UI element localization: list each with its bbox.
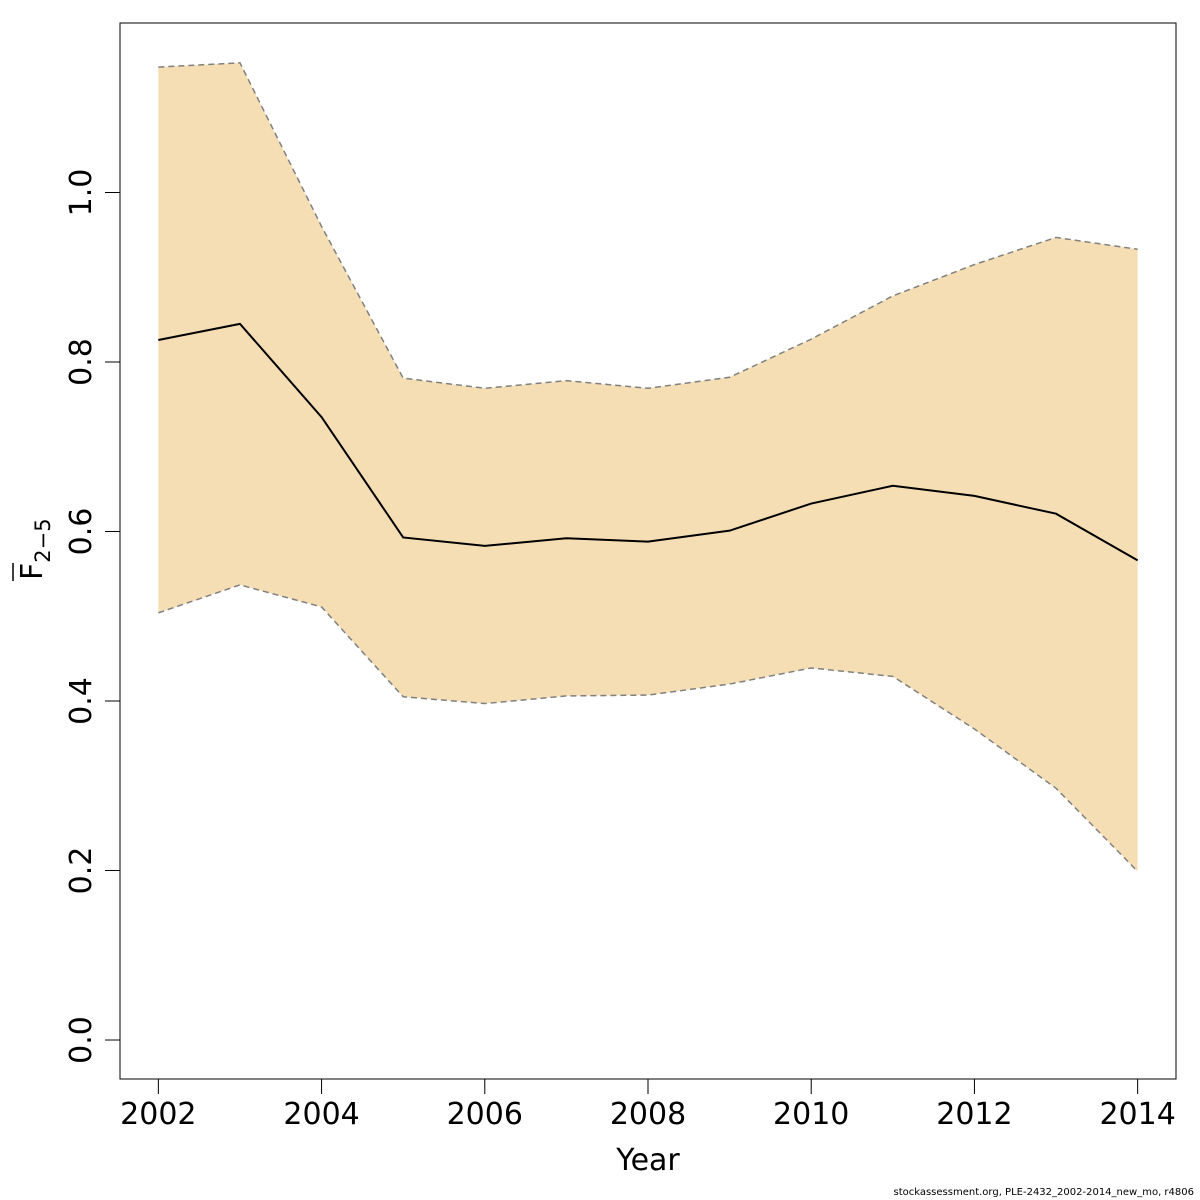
y-axis-title-subscript: 2−5 — [31, 518, 55, 562]
x-tick-label-2012: 2012 — [936, 1097, 1012, 1132]
y-tick-label-0.6: 0.6 — [64, 508, 99, 556]
y-axis: 0.0 0.2 0.4 0.6 0.8 1.0 — [64, 169, 121, 1064]
x-tick-label-2006: 2006 — [447, 1097, 523, 1132]
x-tick-label-2010: 2010 — [773, 1097, 849, 1132]
y-tick-label-0.0: 0.0 — [64, 1016, 99, 1064]
svg-text:F2−5: F2−5 — [15, 518, 55, 580]
estimate-line — [158, 322, 1139, 562]
y-tick-label-1.0: 1.0 — [64, 169, 99, 217]
y-axis-title: F2−5 — [12, 518, 55, 581]
lower-bound-line — [158, 584, 1139, 872]
x-tick-label-2014: 2014 — [1099, 1097, 1175, 1132]
x-tick-label-2004: 2004 — [283, 1097, 359, 1132]
x-tick-label-2008: 2008 — [610, 1097, 686, 1132]
x-tick-label-2002: 2002 — [120, 1097, 196, 1132]
y-tick-label-0.8: 0.8 — [64, 338, 99, 386]
y-axis-title-main: F — [15, 563, 50, 580]
x-axis-title: Year — [615, 1143, 680, 1178]
x-axis: 2002 2004 2006 2008 2010 2012 2014 — [120, 1078, 1176, 1132]
y-tick-label-0.4: 0.4 — [64, 677, 99, 725]
footer-note: stockassessment.org, PLE-2432_2002-2014_… — [893, 1187, 1194, 1198]
confidence-band — [158, 62, 1138, 872]
y-tick-label-0.2: 0.2 — [64, 847, 99, 895]
upper-bound-line — [158, 62, 1138, 390]
